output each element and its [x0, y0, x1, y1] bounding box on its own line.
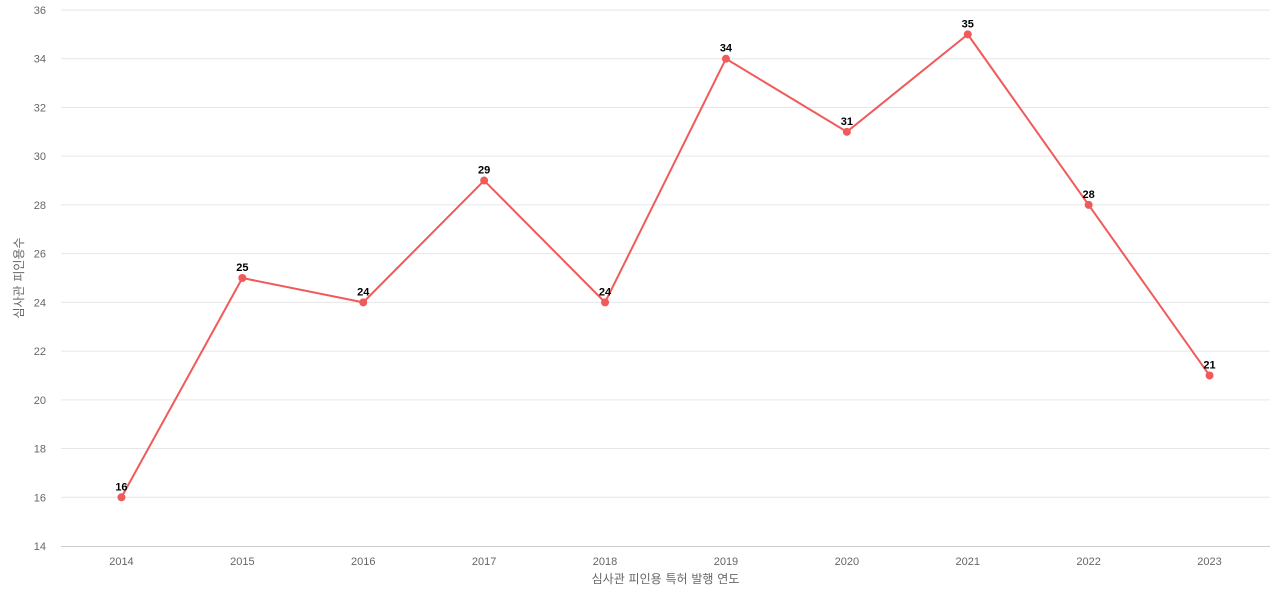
x-axis-title: 심사관 피인용 특허 발행 연도: [592, 571, 740, 586]
y-tick-label: 20: [34, 395, 46, 407]
data-point[interactable]: [1205, 371, 1214, 380]
x-tick-label: 2020: [835, 556, 859, 568]
x-tick-label: 2023: [1197, 556, 1221, 568]
x-tick-label: 2021: [956, 556, 980, 568]
data-label: 21: [1203, 359, 1215, 371]
x-tick-label: 2019: [714, 556, 738, 568]
data-labels: 16 25 24 29 24 34 31 35 28 21: [115, 18, 1215, 493]
x-tick-label: 2022: [1076, 556, 1100, 568]
data-point[interactable]: [963, 30, 972, 39]
y-tick-label: 34: [34, 54, 46, 66]
gridlines: [61, 9, 1270, 498]
y-tick-label: 18: [34, 444, 46, 456]
data-point[interactable]: [842, 127, 851, 136]
data-label: 28: [1083, 189, 1095, 201]
data-point[interactable]: [117, 493, 126, 502]
y-tick-label: 16: [34, 492, 46, 504]
data-point[interactable]: [480, 176, 489, 185]
data-label: 34: [720, 43, 733, 55]
y-tick-label: 24: [34, 297, 46, 309]
data-label: 25: [236, 262, 248, 274]
y-tick-label: 30: [34, 151, 46, 163]
y-tick-label: 26: [34, 249, 46, 261]
y-tick-label: 28: [34, 200, 46, 212]
data-point[interactable]: [721, 54, 730, 63]
x-axis-ticks: 2014 2015 2016 2017 2018 2019 2020 2021 2022 2023: [109, 556, 1222, 568]
data-label: 24: [357, 286, 370, 298]
y-tick-label: 22: [34, 346, 46, 358]
x-tick-label: 2017: [472, 556, 496, 568]
y-axis-title: 심사관 피인용수: [12, 237, 26, 318]
x-tick-label: 2014: [109, 556, 133, 568]
y-tick-label: 32: [34, 102, 46, 114]
series-layer: [117, 30, 1214, 502]
x-tick-label: 2016: [351, 556, 375, 568]
data-point[interactable]: [1084, 200, 1093, 209]
x-tick-label: 2015: [230, 556, 254, 568]
data-label: 31: [841, 116, 853, 128]
x-tick-label: 2018: [593, 556, 617, 568]
y-tick-label: 14: [34, 541, 46, 553]
data-label: 16: [115, 481, 127, 493]
data-point[interactable]: [601, 298, 610, 307]
y-tick-label: 36: [34, 5, 46, 17]
series-line: [120, 33, 1211, 498]
data-point[interactable]: [238, 274, 247, 282]
y-axis-ticks: 14 16 18 20 22 24 26 28 30 32 34 36: [34, 5, 46, 553]
data-label: 35: [962, 18, 974, 30]
data-point[interactable]: [359, 298, 368, 307]
data-label: 24: [599, 286, 612, 298]
data-label: 29: [478, 165, 490, 177]
